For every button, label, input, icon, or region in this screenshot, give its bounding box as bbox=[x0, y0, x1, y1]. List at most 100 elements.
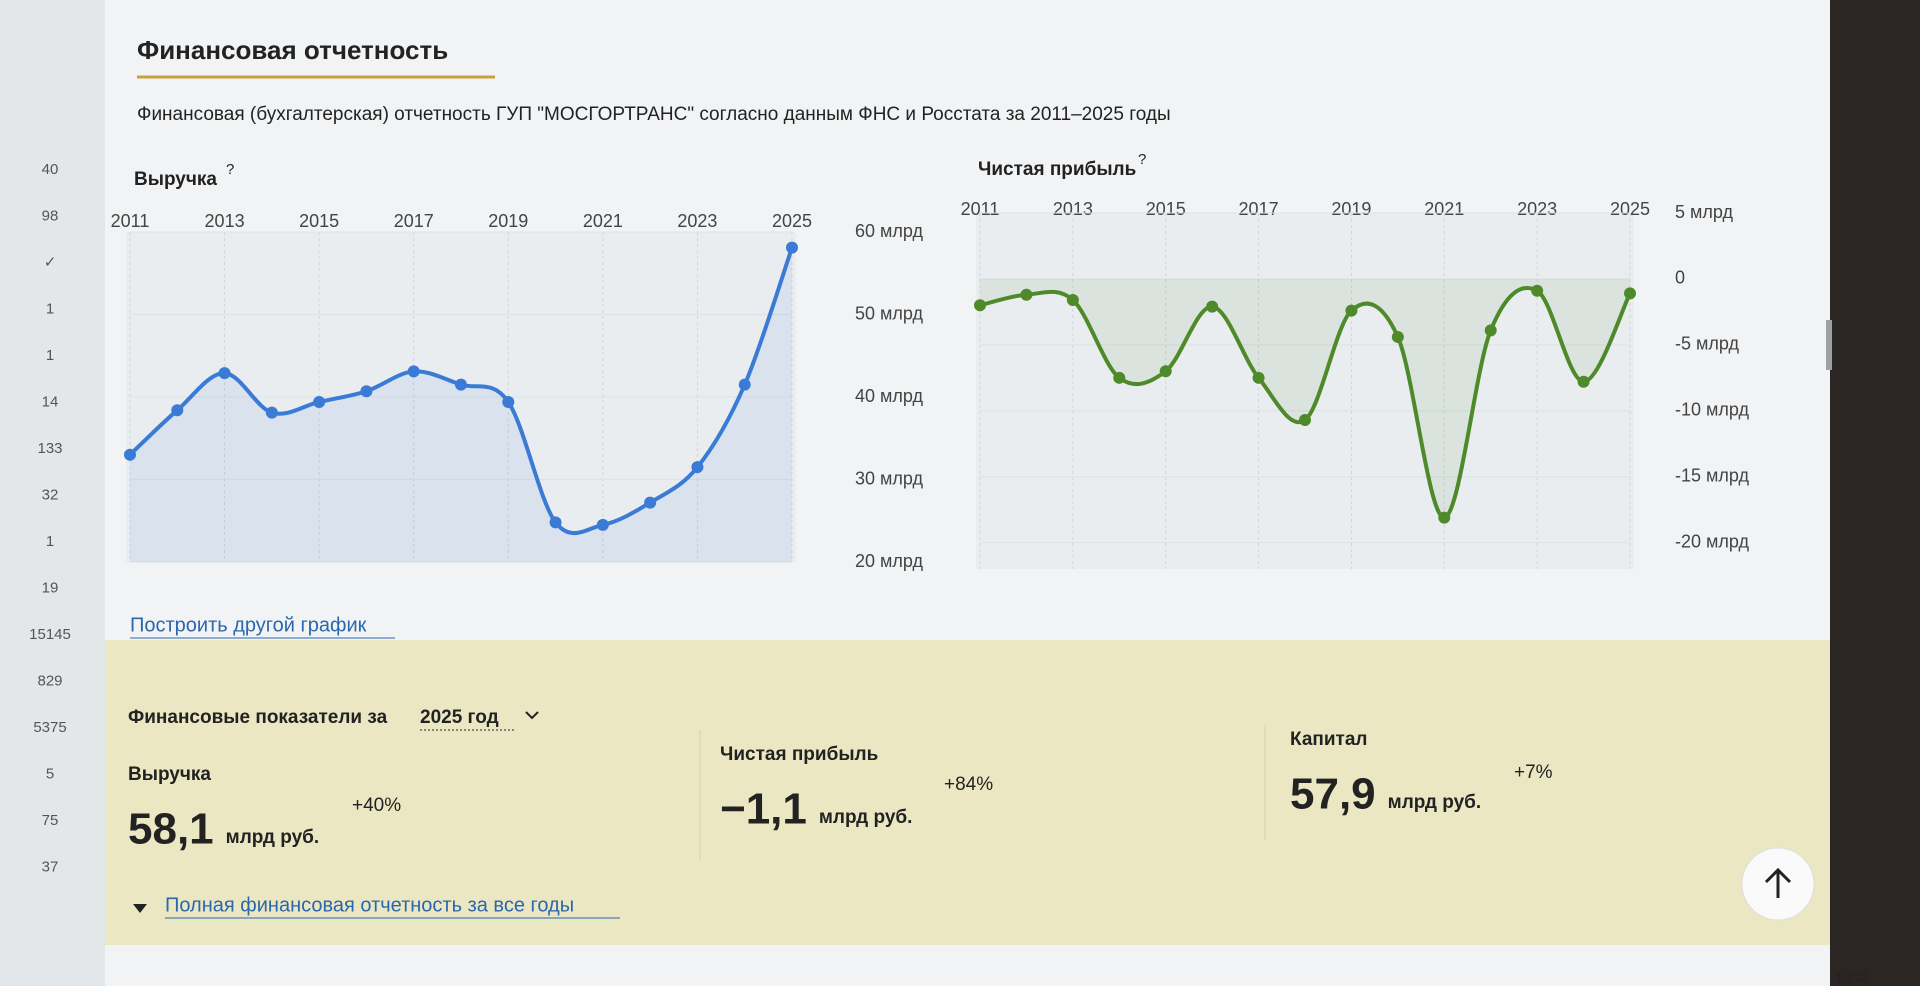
subtitle: Финансовая (бухгалтерская) отчетность ГУ… bbox=[137, 104, 1171, 125]
y-tick-label: 60 млрд bbox=[855, 221, 923, 241]
help-mark: ? bbox=[226, 161, 234, 178]
help-mark: ? bbox=[1138, 151, 1146, 168]
point bbox=[455, 378, 467, 391]
expand-icon[interactable] bbox=[133, 904, 147, 913]
x-tick-label: 2015 bbox=[299, 211, 339, 231]
point bbox=[1624, 287, 1636, 300]
point bbox=[1113, 371, 1126, 384]
other-chart-link[interactable]: Построить другой график bbox=[130, 614, 367, 636]
x-tick-label: 2017 bbox=[1239, 199, 1279, 219]
sidebar-count: 5 bbox=[46, 765, 54, 782]
y-tick-label: 40 млрд bbox=[855, 386, 923, 406]
y-tick-label: -10 млрд bbox=[1675, 400, 1749, 420]
year-dropdown-icon[interactable] bbox=[525, 711, 539, 720]
metric-unit: млрд руб. bbox=[226, 827, 320, 848]
chart-title: Чистая прибыль bbox=[978, 159, 1136, 180]
sidebar-count: 32 bbox=[42, 486, 59, 503]
point bbox=[644, 496, 657, 509]
arrow-up-icon bbox=[1764, 867, 1792, 898]
summary-items: Выручка 58,1 млрд руб. +40% Чистая прибыль −1… bbox=[128, 729, 1553, 854]
sidebar-count: 829 bbox=[37, 672, 62, 689]
point bbox=[502, 395, 515, 408]
x-tick-label: 2023 bbox=[1517, 199, 1557, 219]
metric-unit: млрд руб. bbox=[1388, 792, 1482, 813]
summary-panel bbox=[105, 640, 1830, 945]
section-title: Финансовая отчетность bbox=[137, 35, 448, 65]
point bbox=[360, 385, 373, 398]
point bbox=[1484, 324, 1497, 337]
summary-year[interactable]: 2025 год bbox=[420, 707, 499, 728]
x-tick-label: 2019 bbox=[488, 211, 528, 231]
x-tick-label: 2025 bbox=[1610, 199, 1650, 219]
x-tick-label: 2011 bbox=[111, 211, 150, 231]
point bbox=[1531, 284, 1544, 297]
point bbox=[1299, 414, 1311, 427]
sidebar-count: 1 bbox=[46, 300, 54, 317]
plot-background bbox=[976, 213, 1634, 569]
point bbox=[1252, 371, 1265, 384]
y-tick-label: -20 млрд bbox=[1675, 531, 1749, 551]
point bbox=[1345, 304, 1358, 317]
point bbox=[313, 395, 326, 408]
x-tick-label: 2019 bbox=[1331, 199, 1371, 219]
x-tick-label: 2015 bbox=[1146, 199, 1186, 219]
sidebar-count: 37 bbox=[42, 858, 59, 875]
full-report-link[interactable]: Полная финансовая отчетность за все годы bbox=[165, 894, 574, 916]
scrollbar bbox=[1826, 320, 1832, 370]
chart-title: Выручка bbox=[134, 169, 217, 190]
point bbox=[691, 461, 704, 474]
point bbox=[549, 516, 562, 529]
point bbox=[171, 404, 184, 417]
y-tick-label: 0 bbox=[1675, 268, 1685, 288]
metric-label: Капитал bbox=[1290, 729, 1368, 750]
sidebar-count: ✓ bbox=[44, 254, 57, 271]
sidebar-count: 1 bbox=[46, 533, 54, 550]
metric-change: +84% bbox=[944, 774, 993, 795]
x-tick-label: 2013 bbox=[1053, 199, 1093, 219]
sidebar-count: 75 bbox=[42, 812, 59, 829]
metric-label: Чистая прибыль bbox=[720, 744, 878, 765]
y-tick-label: -15 млрд bbox=[1675, 465, 1749, 485]
x-tick-label: 2021 bbox=[583, 211, 623, 231]
y-tick-label: 20 млрд bbox=[855, 551, 923, 571]
y-tick-label: 50 млрд bbox=[855, 303, 923, 323]
sidebar-count: 15145 bbox=[29, 626, 71, 643]
x-tick-label: 2017 bbox=[394, 211, 434, 231]
metric-change: +40% bbox=[352, 795, 401, 816]
sidebar-count: 40 bbox=[42, 161, 59, 178]
sidebar-count: 98 bbox=[42, 207, 59, 224]
point bbox=[1391, 330, 1404, 343]
metric-value: −1,1 bbox=[720, 785, 807, 834]
point bbox=[1159, 365, 1172, 378]
metric-unit: млрд руб. bbox=[819, 807, 913, 828]
point bbox=[218, 367, 231, 380]
point bbox=[265, 406, 278, 419]
sidebar-count: 19 bbox=[42, 579, 59, 596]
metric-value: 58,1 bbox=[128, 805, 214, 854]
point bbox=[1206, 300, 1219, 313]
point bbox=[407, 365, 420, 378]
x-tick-label: 2025 bbox=[772, 211, 812, 231]
metric-label: Выручка bbox=[128, 764, 211, 785]
sidebar-count: 133 bbox=[37, 440, 62, 457]
sidebar: 40 98 ✓ 1 1 14 133 32 1 19 15145 829 5375 5 75 37 bbox=[29, 161, 71, 876]
area bbox=[130, 247, 792, 563]
sidebar-count: 5375 bbox=[33, 719, 66, 736]
point bbox=[974, 299, 986, 312]
x-tick-label: 2023 bbox=[677, 211, 717, 231]
point bbox=[596, 518, 609, 531]
point bbox=[124, 448, 136, 461]
area bbox=[980, 278, 1630, 518]
y-tick-label: -5 млрд bbox=[1675, 334, 1739, 354]
point bbox=[1577, 375, 1590, 388]
point bbox=[1438, 511, 1451, 524]
y-tick-label: 5 млрд bbox=[1675, 202, 1733, 222]
sidebar-count: 14 bbox=[42, 393, 59, 410]
x-tick-label: 2013 bbox=[205, 211, 245, 231]
point bbox=[1066, 294, 1079, 307]
screen-bezel bbox=[1830, 0, 1920, 986]
point bbox=[786, 241, 798, 254]
y-tick-label: 30 млрд bbox=[855, 468, 923, 488]
